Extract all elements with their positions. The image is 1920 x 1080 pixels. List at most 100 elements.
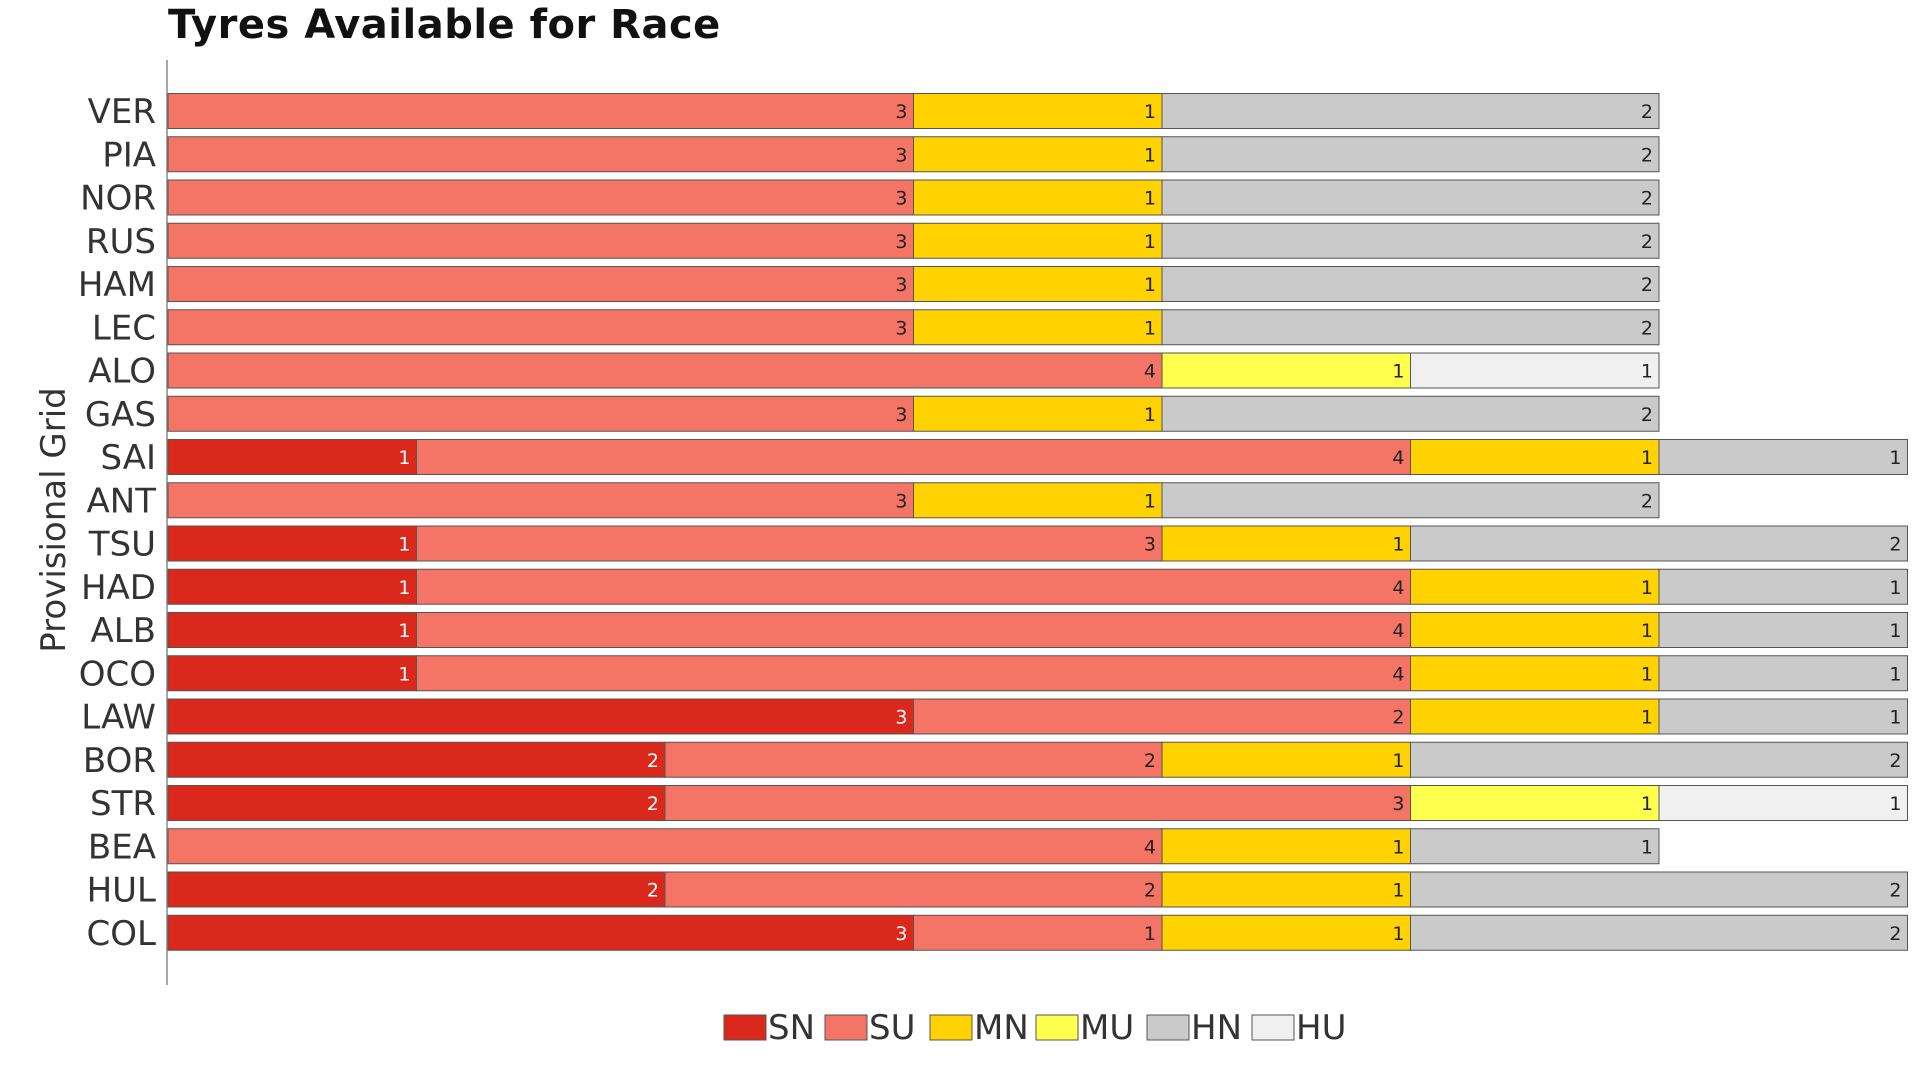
bar-segment-hn bbox=[1658, 439, 1908, 475]
legend-label: SN bbox=[768, 1008, 815, 1048]
bar-segment-mn bbox=[1410, 568, 1660, 605]
bar-value-label: 1 bbox=[1641, 836, 1653, 858]
bar-value-label: 1 bbox=[1392, 836, 1404, 858]
bar-segment-sn bbox=[167, 525, 417, 562]
bar-segment-mn bbox=[913, 309, 1163, 346]
bar-value-label: 1 bbox=[1392, 361, 1404, 383]
bar-segment-hn bbox=[1161, 482, 1660, 519]
bar-value-label: 2 bbox=[1641, 101, 1653, 123]
bar-value-label: 1 bbox=[1641, 447, 1653, 469]
bar-value-label: 1 bbox=[1392, 750, 1404, 772]
bar-segment-hn bbox=[1161, 309, 1660, 346]
bar-segment-mn bbox=[913, 222, 1163, 259]
bar-value-label: 2 bbox=[1889, 880, 1901, 902]
legend-swatch-su bbox=[824, 1014, 868, 1041]
bar-value-label: 1 bbox=[1641, 620, 1653, 642]
bar-segment-hn bbox=[1658, 698, 1908, 735]
bar-segment-hn bbox=[1658, 655, 1908, 692]
bar-value-label: 3 bbox=[895, 404, 907, 426]
bar-value-label: 3 bbox=[895, 490, 907, 512]
legend-swatch-hu bbox=[1251, 1014, 1295, 1041]
bar-value-label: 4 bbox=[1392, 577, 1404, 599]
bar-value-label: 1 bbox=[1144, 101, 1156, 123]
bar-value-label: 2 bbox=[1641, 231, 1653, 253]
bar-value-label: 3 bbox=[895, 188, 907, 210]
bar-value-label: 3 bbox=[895, 317, 907, 339]
category-labels: VERPIANORRUSHAMLECALOGASSAIANTTSUHADALBO… bbox=[78, 92, 156, 954]
bar-segment-su bbox=[416, 655, 1411, 692]
legend-label: SU bbox=[869, 1008, 915, 1048]
category-label: ALO bbox=[88, 352, 156, 392]
bar-segment-hn bbox=[1410, 828, 1660, 865]
category-label: COL bbox=[87, 914, 157, 954]
legend-label: MU bbox=[1080, 1008, 1134, 1048]
bar-value-label: 1 bbox=[1392, 923, 1404, 945]
bar-value-label: 2 bbox=[1392, 707, 1404, 729]
bar-segment-su bbox=[167, 395, 914, 432]
bar-segment-sn bbox=[167, 655, 417, 692]
bar-segment-hn bbox=[1161, 136, 1660, 173]
bar-segment-mu bbox=[1410, 785, 1660, 821]
bar-segment-mn bbox=[1161, 828, 1411, 865]
bar-segment-su bbox=[167, 828, 1163, 865]
bar-segment-su bbox=[167, 352, 1163, 389]
bar-value-label: 3 bbox=[1392, 793, 1404, 815]
bar-segment-mn bbox=[913, 266, 1163, 302]
bar-value-label: 4 bbox=[1144, 836, 1156, 858]
category-label: BOR bbox=[83, 741, 156, 781]
bar-segment-su bbox=[913, 698, 1411, 735]
bar-segment-sn bbox=[167, 741, 666, 778]
bar-segment-su bbox=[167, 136, 914, 173]
bar-segment-su bbox=[664, 741, 1163, 778]
bar-segment-hn bbox=[1161, 222, 1660, 259]
bar-segment-su bbox=[167, 482, 914, 519]
bar-segment-mn bbox=[913, 179, 1163, 216]
bar-segment-mn bbox=[1161, 871, 1411, 908]
bar-value-label: 1 bbox=[1889, 663, 1901, 685]
bar-value-label: 2 bbox=[647, 750, 659, 772]
bar-segment-mn bbox=[913, 93, 1163, 129]
bar-segment-hn bbox=[1161, 179, 1660, 216]
bar-segment-sn bbox=[167, 785, 666, 821]
bar-value-label: 2 bbox=[1144, 880, 1156, 902]
bar-value-label: 1 bbox=[1144, 490, 1156, 512]
category-label: BEA bbox=[88, 827, 156, 867]
bar-segment-mu bbox=[1161, 352, 1411, 389]
bar-value-label: 2 bbox=[1641, 144, 1653, 166]
bar-value-label: 1 bbox=[1641, 663, 1653, 685]
bar-segment-sn bbox=[167, 568, 417, 605]
bar-value-label: 3 bbox=[895, 274, 907, 296]
bar-segment-hn bbox=[1410, 914, 1908, 951]
bar-segment-su bbox=[167, 179, 914, 216]
category-label: HAD bbox=[81, 568, 156, 608]
bar-value-label: 1 bbox=[398, 620, 410, 642]
bar-segment-su bbox=[416, 439, 1411, 475]
bar-segment-mn bbox=[913, 482, 1163, 519]
bar-segment-su bbox=[167, 93, 914, 129]
bar-value-label: 1 bbox=[1641, 361, 1653, 383]
bar-segment-su bbox=[416, 612, 1411, 648]
category-label: RUS bbox=[86, 222, 156, 262]
bar-value-label: 2 bbox=[1641, 274, 1653, 296]
bar-segment-sn bbox=[167, 698, 914, 735]
bar-value-label: 1 bbox=[1889, 447, 1901, 469]
category-label: HUL bbox=[87, 871, 156, 911]
bars-group: 3 1 2 3 1 2 3 1 2 3 1 2 3 1 2 3 1 2 4 1 1 3 1 2 1 4 1 1 3 1 2 1 3 1 2 1 4 1 1 1… bbox=[167, 93, 1908, 951]
category-label: HAM bbox=[78, 265, 156, 305]
bar-value-label: 1 bbox=[1889, 793, 1901, 815]
bar-value-label: 3 bbox=[895, 101, 907, 123]
bar-value-label: 4 bbox=[1392, 663, 1404, 685]
bar-value-label: 3 bbox=[895, 923, 907, 945]
bar-value-label: 4 bbox=[1392, 620, 1404, 642]
bar-segment-su bbox=[167, 266, 914, 302]
legend-swatch-sn bbox=[723, 1014, 767, 1041]
bar-value-label: 1 bbox=[1144, 144, 1156, 166]
bar-segment-hn bbox=[1410, 525, 1908, 562]
bar-value-label: 1 bbox=[398, 534, 410, 556]
category-label: VER bbox=[88, 92, 156, 132]
bar-value-label: 1 bbox=[1144, 923, 1156, 945]
bar-value-label: 1 bbox=[1641, 793, 1653, 815]
bar-value-label: 2 bbox=[647, 880, 659, 902]
bar-value-label: 1 bbox=[398, 577, 410, 599]
bar-value-label: 2 bbox=[1641, 490, 1653, 512]
